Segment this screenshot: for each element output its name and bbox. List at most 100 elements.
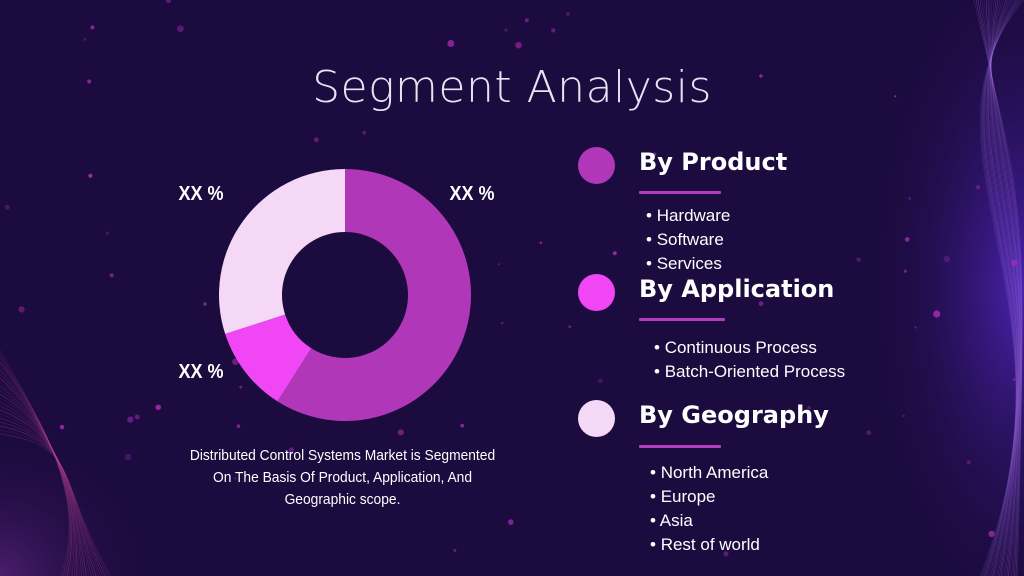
- particle: [598, 378, 603, 384]
- wave-line: [983, 0, 1018, 576]
- particle: [908, 196, 912, 200]
- particle: [4, 204, 10, 210]
- particle: [87, 79, 92, 84]
- wave-line: [0, 357, 72, 576]
- particle: [686, 160, 690, 164]
- page-title: Segment Analysis: [312, 62, 712, 113]
- wave-line: [981, 0, 1022, 576]
- particle: [904, 237, 910, 242]
- particle: [232, 358, 239, 366]
- wave-line: [0, 421, 104, 576]
- particle: [127, 416, 134, 423]
- wave-line: [986, 0, 1018, 576]
- particle: [933, 310, 941, 318]
- slice-label-2: XX %: [178, 361, 224, 383]
- particle: [59, 424, 65, 430]
- particle: [508, 519, 514, 525]
- particle: [403, 476, 407, 480]
- wave-line: [0, 365, 73, 576]
- wave-line: [0, 389, 85, 576]
- wave-line: [989, 0, 1019, 576]
- wave-line: [0, 397, 90, 576]
- wave-line: [982, 0, 1019, 576]
- particle: [539, 241, 543, 245]
- wave-line: [0, 429, 109, 576]
- wave-line: [980, 0, 1023, 576]
- wave-line: [0, 401, 92, 576]
- wave-line: [0, 385, 82, 576]
- particle: [109, 273, 114, 278]
- wave-line: [990, 0, 1020, 576]
- wave-line: [0, 409, 97, 576]
- particle: [943, 256, 950, 263]
- wave-line: [979, 0, 1024, 576]
- particle: [856, 257, 861, 262]
- particle: [397, 429, 404, 436]
- wave-line: [0, 425, 106, 576]
- wave-line: [0, 369, 75, 576]
- list-item: Services: [646, 252, 730, 276]
- segment-product: By Product Hardware Software Services: [578, 147, 878, 277]
- wave-line: [985, 0, 1018, 576]
- particle: [236, 424, 241, 429]
- application-items: Continuous Process Batch-Oriented Proces…: [654, 336, 845, 384]
- particle: [515, 41, 522, 49]
- particle: [566, 12, 570, 16]
- list-item: North America: [650, 461, 769, 485]
- wave-line: [987, 0, 1021, 576]
- segment-title-geography: By Geography: [639, 401, 829, 429]
- wave-line: [975, 0, 1023, 576]
- particle: [551, 28, 556, 33]
- list-item: Batch-Oriented Process: [654, 360, 845, 384]
- list-item: Continuous Process: [654, 336, 845, 360]
- segment-title-application: By Application: [639, 275, 835, 303]
- slice-label-1: XX %: [449, 183, 495, 205]
- particle: [902, 414, 905, 417]
- particle: [177, 25, 184, 33]
- particle: [497, 263, 500, 266]
- wave-line: [0, 349, 70, 576]
- particle: [903, 269, 907, 273]
- particle: [568, 325, 572, 329]
- geography-underline: [639, 445, 721, 448]
- particle: [134, 414, 140, 420]
- wave-line: [0, 433, 111, 576]
- particle: [203, 302, 207, 306]
- wave-line: [989, 0, 1021, 576]
- particle: [18, 306, 25, 313]
- segment-application: By Application Continuous Process Batch-…: [578, 274, 878, 384]
- particle: [83, 37, 87, 41]
- particle: [239, 385, 243, 389]
- wave-line: [990, 0, 1020, 576]
- wave-line: [988, 0, 1019, 576]
- particle: [1011, 259, 1018, 267]
- particle: [914, 326, 917, 329]
- wave-line: [979, 0, 1022, 576]
- wave-line: [981, 0, 1021, 576]
- list-item: Europe: [650, 485, 768, 509]
- wave-line: [990, 0, 1021, 576]
- particle: [155, 404, 161, 411]
- wave-line: [0, 405, 94, 576]
- particle: [504, 28, 508, 32]
- particle: [362, 130, 367, 135]
- list-item: Rest of world: [650, 533, 768, 557]
- geography-color-dot: [578, 400, 615, 437]
- list-item: Hardware: [646, 204, 731, 228]
- particle: [288, 447, 294, 453]
- particle: [807, 406, 811, 410]
- wave-line: [988, 0, 1019, 576]
- particle: [105, 231, 109, 235]
- particle: [453, 549, 457, 552]
- segment-title-product: By Product: [639, 148, 788, 176]
- wave-line: [0, 393, 87, 576]
- particle: [90, 25, 95, 30]
- product-underline: [639, 191, 721, 194]
- wave-line: [990, 0, 1020, 576]
- wave-line: [973, 0, 1023, 576]
- particle: [759, 74, 763, 78]
- wave-line: [983, 0, 1022, 576]
- particle: [313, 137, 319, 143]
- chart-description: Distributed Control Systems Market is Se…: [189, 447, 496, 508]
